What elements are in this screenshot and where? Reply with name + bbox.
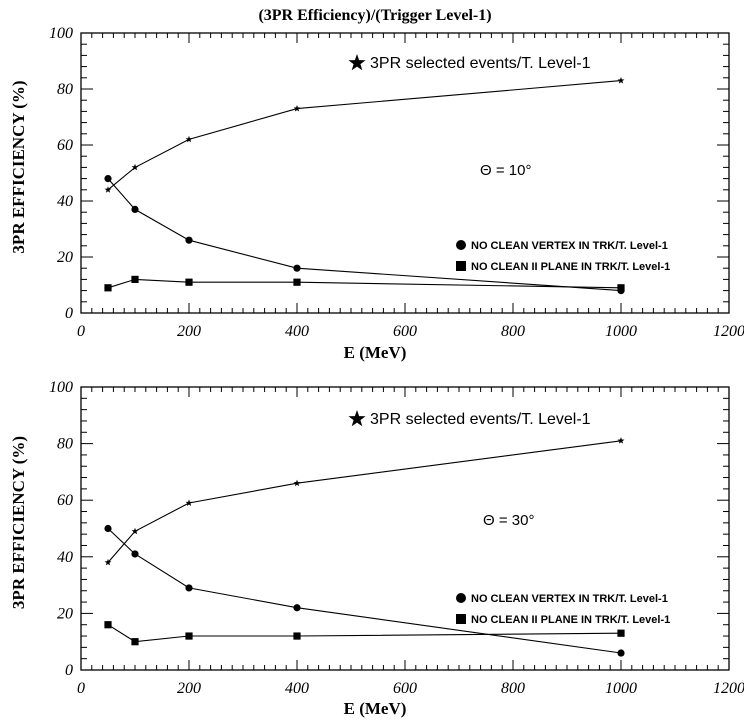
- x-tick-label: 1000: [605, 680, 637, 697]
- legend-square-icon: [456, 614, 466, 624]
- data-point-star: [104, 186, 112, 193]
- x-tick-label: 600: [393, 680, 417, 697]
- y-tick-label: 80: [57, 81, 73, 98]
- legend-label-circle: NO CLEAN VERTEX IN TRK/T. Level-1: [471, 593, 668, 605]
- legend-square-icon: [456, 261, 466, 271]
- series-line-star: [107, 440, 622, 563]
- x-tick-label: 400: [285, 680, 309, 697]
- legend-label-circle: NO CLEAN VERTEX IN TRK/T. Level-1: [471, 240, 668, 252]
- theta-annotation: Θ = 10°: [480, 162, 531, 179]
- data-point-square: [104, 621, 112, 629]
- plot-frame: [80, 386, 730, 671]
- data-point-circle: [104, 175, 112, 183]
- x-tick-label: 0: [77, 323, 85, 340]
- x-tick-label: 200: [177, 323, 201, 340]
- data-point-square: [131, 275, 139, 283]
- y-tick-label: 20: [57, 605, 73, 622]
- legend-label-star: 3PR selected events/T. Level-1: [370, 411, 591, 428]
- data-point-star: [617, 437, 625, 444]
- x-tick-label: 800: [501, 680, 525, 697]
- data-point-circle: [185, 236, 193, 244]
- x-tick-label: 200: [177, 680, 201, 697]
- x-tick-label: 1000: [605, 323, 637, 340]
- data-point-square: [293, 278, 301, 286]
- y-tick-label: 0: [65, 305, 73, 322]
- y-tick-label: 20: [57, 249, 73, 266]
- chart-panel-2: 0 200 400 600 800 1000 1200 0 20 40 60 80 100 E (MeV)…: [9, 379, 744, 718]
- x-tick-label: 0: [77, 680, 85, 697]
- data-point-star: [185, 499, 193, 506]
- data-point-star: [131, 163, 139, 171]
- data-point-square: [617, 629, 625, 637]
- x-tick-label: 1200: [713, 323, 744, 340]
- x-tick-label: 400: [285, 323, 309, 340]
- legend-star-icon: [348, 54, 366, 71]
- legend-label-square: NO CLEAN II PLANE IN TRK/T. Level-1: [471, 614, 670, 626]
- y-tick-label: 60: [57, 492, 73, 509]
- legend-circle-icon: [456, 593, 466, 603]
- y-tick-label: 100: [49, 379, 73, 396]
- data-point-square: [185, 278, 193, 286]
- data-point-square: [131, 638, 139, 646]
- y-tick-label: 0: [65, 662, 73, 679]
- chart-panel-1: 0 200 400 600 800 1000 1200 0 20 40 60 80 100 E (MeV)…: [9, 25, 744, 362]
- legend-circle-icon: [456, 240, 466, 250]
- data-point-circle: [185, 584, 193, 592]
- y-tick-label: 100: [49, 25, 73, 42]
- data-point-star: [104, 558, 112, 566]
- x-tick-label: 1200: [713, 680, 744, 697]
- series-line-star: [107, 80, 622, 191]
- data-point-star: [131, 527, 139, 535]
- y-axis-label: 3PR EFFICIENCY (%): [9, 436, 28, 609]
- x-axis-label: E (MeV): [344, 343, 407, 362]
- data-point-star: [293, 105, 301, 112]
- data-point-circle: [131, 550, 139, 558]
- x-axis-label: E (MeV): [344, 699, 407, 718]
- data-point-circle: [617, 649, 625, 657]
- theta-annotation: Θ = 30°: [483, 512, 534, 529]
- y-axis-label: 3PR EFFICIENCY (%): [9, 80, 28, 253]
- x-tick-label: 800: [501, 323, 525, 340]
- data-point-star: [617, 77, 625, 84]
- figure-title: (3PR Efficiency)/(Trigger Level-1): [258, 7, 491, 24]
- data-point-square: [185, 632, 193, 640]
- legend-star-icon: [348, 410, 366, 427]
- y-tick-label: 40: [57, 549, 73, 566]
- legend-label-square: NO CLEAN II PLANE IN TRK/T. Level-1: [471, 261, 670, 273]
- series-line-circle: [107, 178, 622, 292]
- y-tick-label: 80: [57, 436, 73, 453]
- series-line-square: [107, 624, 622, 643]
- data-point-circle: [293, 264, 301, 272]
- data-point-square: [293, 632, 301, 640]
- data-point-circle: [131, 205, 139, 213]
- data-point-square: [617, 284, 625, 292]
- data-point-star: [293, 479, 301, 487]
- data-point-circle: [104, 524, 112, 533]
- series-line-square: [107, 278, 622, 289]
- y-tick-label: 60: [57, 137, 73, 154]
- legend-label-star: 3PR selected events/T. Level-1: [370, 55, 591, 72]
- data-point-star: [185, 135, 193, 143]
- data-point-circle: [293, 604, 301, 612]
- x-tick-label: 600: [393, 323, 417, 340]
- y-tick-label: 40: [57, 193, 73, 210]
- data-point-square: [104, 284, 112, 292]
